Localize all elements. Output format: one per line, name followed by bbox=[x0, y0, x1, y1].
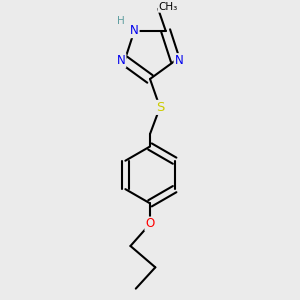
Text: N: N bbox=[175, 54, 183, 67]
Text: H: H bbox=[117, 16, 125, 26]
Text: N: N bbox=[130, 24, 139, 37]
Text: S: S bbox=[156, 101, 164, 114]
Text: O: O bbox=[146, 218, 154, 230]
Text: N: N bbox=[117, 54, 125, 67]
Text: CH₃: CH₃ bbox=[158, 2, 177, 12]
